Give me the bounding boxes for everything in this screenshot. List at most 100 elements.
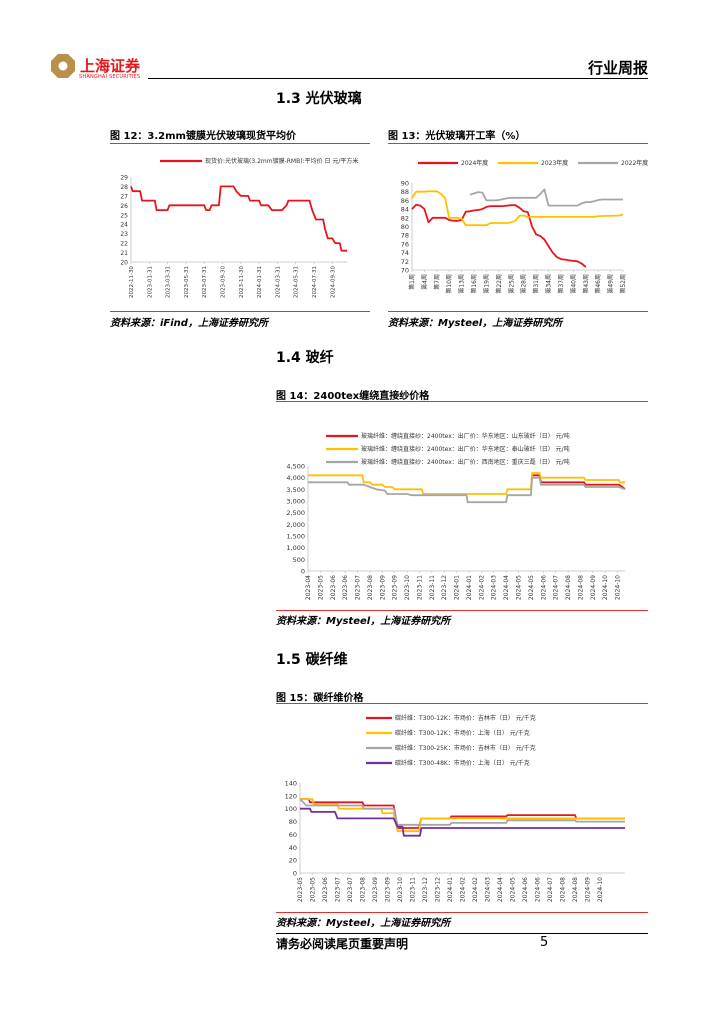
y-tick-label: 100 bbox=[285, 805, 297, 813]
figure-title: 图 14：2400tex缠绕直接纱价格 bbox=[276, 391, 430, 402]
x-tick-label: 2023-11-30 bbox=[239, 266, 245, 298]
x-tick-label: 2024-08 bbox=[577, 575, 584, 600]
x-tick-label: 2023-11 bbox=[429, 575, 436, 600]
x-tick-label: 第37周 bbox=[557, 274, 565, 294]
y-tick-label: 80 bbox=[289, 818, 297, 826]
x-tick-label: 2023-09 bbox=[385, 877, 392, 902]
series-line bbox=[299, 798, 625, 826]
y-tick-label: 1,000 bbox=[286, 544, 305, 552]
x-tick-label: 2023-11 bbox=[416, 575, 423, 600]
x-tick-label: 2023-06 bbox=[342, 575, 349, 600]
legend-label: 2024年度 bbox=[461, 159, 488, 167]
x-tick-label: 第22周 bbox=[495, 274, 503, 294]
figure-source: 资料来源：iFind，上海证券研究所 bbox=[110, 318, 268, 329]
footer-divider bbox=[276, 933, 648, 934]
x-tick-label: 2022-11-30 bbox=[129, 266, 135, 298]
x-tick-label: 2024-01 bbox=[466, 575, 473, 600]
x-tick-label: 第25周 bbox=[507, 274, 515, 294]
x-tick-label: 第4周 bbox=[420, 274, 428, 290]
section-title: 1.4 玻纤 bbox=[276, 350, 334, 366]
x-tick-label: 2024-02 bbox=[460, 877, 467, 902]
legend-label: 碳纤维：T300-12K：市场价：上海（日） 元/千克 bbox=[395, 729, 530, 737]
y-tick-label: 0 bbox=[293, 870, 297, 878]
y-tick-label: 24 bbox=[120, 222, 128, 229]
x-tick-label: 第46周 bbox=[594, 274, 602, 294]
x-tick-label: 第31周 bbox=[532, 274, 540, 294]
y-tick-label: 60 bbox=[289, 831, 297, 839]
figure-divider bbox=[276, 401, 648, 402]
y-tick-label: 78 bbox=[401, 232, 409, 240]
y-tick-label: 80 bbox=[401, 223, 409, 231]
x-tick-label: 2024-09-30 bbox=[330, 266, 336, 298]
footer-disclaimer: 请务必阅读尾页重要声明 bbox=[276, 937, 409, 951]
x-tick-label: 第10周 bbox=[445, 274, 453, 294]
y-tick-label: 26 bbox=[120, 203, 128, 210]
x-tick-label: 2023-09 bbox=[379, 575, 386, 600]
x-tick-label: 2024-06 bbox=[540, 575, 547, 600]
x-tick-label: 2023-07 bbox=[355, 575, 362, 600]
y-tick-label: 74 bbox=[401, 249, 409, 257]
x-tick-label: 2023-04 bbox=[305, 575, 312, 600]
x-tick-label: 2023-09-30 bbox=[221, 266, 227, 298]
figure-divider bbox=[388, 311, 648, 312]
y-tick-label: 20 bbox=[289, 857, 297, 865]
x-tick-label: 2023-10 bbox=[404, 575, 411, 600]
figure-source: 资料来源：Mysteel，上海证券研究所 bbox=[276, 918, 451, 929]
x-tick-label: 第16周 bbox=[470, 274, 478, 294]
x-tick-label: 2023-05 bbox=[317, 575, 324, 600]
x-tick-label: 2023-05 bbox=[310, 877, 317, 902]
header-divider bbox=[148, 78, 648, 79]
figure-source: 资料来源：Mysteel，上海证券研究所 bbox=[388, 318, 563, 329]
x-tick-label: 2024-08 bbox=[572, 877, 579, 902]
x-tick-label: 第13周 bbox=[458, 274, 466, 294]
figure-divider bbox=[276, 703, 648, 704]
x-tick-label: 第34周 bbox=[545, 274, 553, 294]
x-tick-label: 2024-10 bbox=[615, 575, 622, 600]
x-tick-label: 2024-07 bbox=[547, 877, 554, 902]
x-tick-label: 2023-10 bbox=[397, 877, 404, 902]
chart-fig13: 7072747678808284868890第1周 第4周 第7周 第10周 第13周第… bbox=[401, 159, 648, 294]
x-tick-label: 2024-03-31 bbox=[275, 266, 281, 298]
x-tick-label: 2024-09 bbox=[585, 877, 592, 902]
y-tick-label: 76 bbox=[401, 240, 409, 248]
series-line bbox=[411, 190, 624, 227]
y-tick-label: 2,000 bbox=[286, 521, 305, 529]
x-tick-label: 第43周 bbox=[582, 274, 590, 294]
figure-source: 资料来源：Mysteel，上海证券研究所 bbox=[276, 616, 451, 627]
x-tick-label: 2024-07 bbox=[553, 575, 560, 600]
x-tick-label: 2023-08 bbox=[367, 575, 374, 600]
x-tick-label: 2024-01 bbox=[454, 575, 461, 600]
y-tick-label: 4,500 bbox=[286, 463, 305, 471]
figure-divider bbox=[276, 912, 648, 913]
figure-divider bbox=[276, 610, 648, 611]
x-tick-label: 2024-08 bbox=[560, 877, 567, 902]
y-tick-label: 40 bbox=[289, 844, 297, 852]
x-tick-label: 2023-09 bbox=[392, 575, 399, 600]
y-tick-label: 2,500 bbox=[286, 509, 305, 517]
x-tick-label: 2024-02 bbox=[472, 877, 479, 902]
x-tick-label: 2024-01-31 bbox=[257, 266, 263, 298]
x-tick-label: 2024-09 bbox=[590, 575, 597, 600]
x-tick-label: 第28周 bbox=[520, 274, 528, 294]
x-tick-label: 2024-05 bbox=[516, 575, 523, 600]
legend-label: 玻璃纤维：缠绕直接纱：2400tex：出厂价：西南地区：重庆三磊（日） 元/吨 bbox=[361, 458, 570, 466]
x-tick-label: 2023-05-31 bbox=[184, 266, 190, 298]
series-line bbox=[300, 807, 625, 837]
x-tick-label: 2023-09 bbox=[372, 877, 379, 902]
x-tick-label: 第19周 bbox=[482, 274, 490, 294]
y-tick-label: 0 bbox=[301, 568, 305, 576]
figure-divider bbox=[110, 143, 370, 144]
x-tick-label: 2024-03 bbox=[491, 575, 498, 600]
x-tick-label: 2023-01-31 bbox=[147, 266, 153, 298]
series-line bbox=[300, 798, 625, 833]
legend-label: 现货价:光伏玻璃(3.2mm镀膜-RMB):平均价 日 元/平方米 bbox=[205, 157, 358, 165]
x-tick-label: 2023-06 bbox=[322, 877, 329, 902]
y-tick-label: 20 bbox=[120, 260, 128, 267]
logo bbox=[50, 53, 76, 83]
series-line bbox=[469, 188, 623, 207]
x-tick-label: 2024-10 bbox=[602, 575, 609, 600]
x-tick-label: 2023-12 bbox=[422, 877, 429, 902]
x-tick-label: 2024-08 bbox=[565, 575, 572, 600]
chart-fig12: 20 21 22 23 24 25 26 27 28 29 2022-11-30 2023-01-31… bbox=[120, 157, 358, 298]
x-tick-label: 2024-05-31 bbox=[294, 266, 300, 298]
